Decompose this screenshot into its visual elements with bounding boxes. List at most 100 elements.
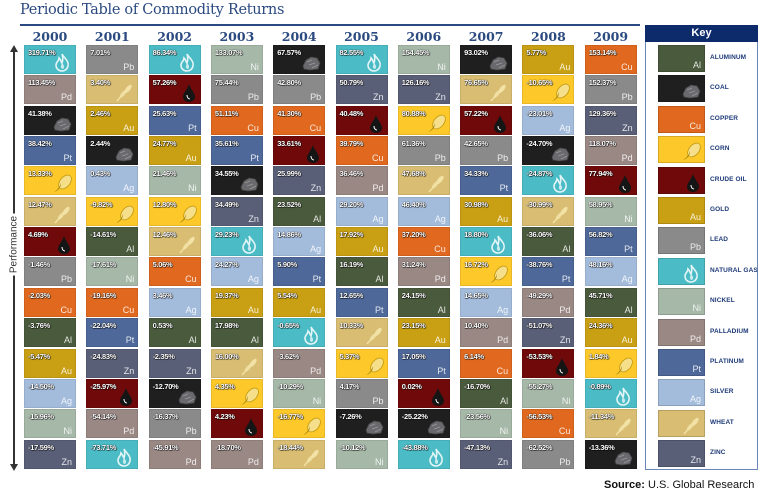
return-value: 3.40%	[90, 78, 111, 88]
element-symbol: Cu	[309, 122, 322, 133]
key-swatch	[658, 166, 705, 194]
element-symbol: Ni	[624, 213, 633, 224]
element-symbol: Au	[559, 62, 571, 72]
return-value: -54.14%	[90, 412, 117, 422]
key-swatch: Ni	[658, 288, 705, 316]
element-symbol: Ag	[434, 213, 446, 224]
return-value: 5.06%	[152, 260, 173, 270]
element-symbol: Pt	[624, 244, 633, 255]
element-symbol: Pt	[250, 153, 259, 164]
return-value: 25.99%	[277, 169, 301, 179]
element-symbol: Zn	[559, 335, 571, 346]
coal-icon	[115, 147, 134, 162]
cell-2009-zinc: Zn 129.36%	[584, 105, 637, 135]
return-value: 17.98%	[214, 321, 239, 331]
wheat-icon	[116, 84, 132, 102]
return-value: 154.45%	[401, 48, 430, 57]
cell-2000-corn: 13.33%	[24, 166, 76, 196]
cell-2005-lead: Pb 4.17%	[335, 378, 388, 408]
cell-2003-nickel: Ni 133.07%	[210, 45, 263, 74]
cell-2002-lead: Pb -16.37%	[148, 409, 201, 439]
cell-2006-zinc: Zn 126.16%	[397, 75, 450, 105]
flame-icon	[684, 264, 698, 283]
element-symbol: Al	[692, 60, 701, 70]
return-value: 35.61%	[214, 139, 239, 149]
cell-2001-zinc: Zn -24.83%	[86, 348, 139, 378]
return-value: 4.69%	[28, 230, 48, 240]
cell-2002-gold: Au 24.77%	[148, 136, 201, 166]
return-value: 75.44%	[214, 78, 239, 88]
cell-2009-lead: Pb 152.37%	[584, 75, 637, 105]
cell-2002-wheat: 12.46%	[148, 227, 201, 257]
cell-2007-aluminum: Al -16.70%	[460, 378, 513, 408]
return-value: 36.46%	[339, 169, 364, 179]
coal-icon	[302, 56, 321, 71]
corn-icon	[427, 114, 446, 132]
return-value: 34.55%	[214, 169, 239, 179]
cell-2001-corn: -9.82%	[86, 196, 139, 226]
key-label: CORN	[710, 145, 730, 153]
flame-icon	[553, 174, 568, 194]
cell-2006-coal: -25.22%	[397, 409, 450, 439]
source-label: Source:	[604, 479, 645, 491]
oil-drop-icon	[120, 387, 133, 406]
cell-2001-wheat: 3.40%	[86, 75, 139, 105]
cell-2002-copper: Cu 5.06%	[148, 257, 201, 287]
key-label: ZINC	[710, 449, 726, 457]
return-value: 25.63%	[152, 108, 177, 118]
return-value: -24.83%	[90, 351, 117, 361]
return-value: 21.46%	[152, 169, 177, 179]
return-value: -7.26%	[339, 412, 362, 422]
element-symbol: Au	[434, 335, 446, 346]
key-item-wheat: WHEAT	[658, 409, 758, 437]
cell-2002-platinum: Pt 25.63%	[148, 105, 201, 135]
return-value: -3.62%	[277, 351, 300, 361]
cell-2009-corn: 1.84%	[584, 348, 637, 378]
element-symbol: Au	[185, 153, 197, 164]
year-header-2003: 2003	[219, 29, 255, 44]
return-value: -3.76%	[28, 321, 50, 331]
return-value: -30.99%	[526, 199, 553, 209]
cell-2000-natural-gas: 319.71%	[24, 45, 76, 74]
key-swatch: Au	[658, 197, 705, 224]
coal-icon	[178, 390, 197, 405]
cell-2007-wheat: 76.65%	[460, 75, 513, 105]
oil-drop-icon	[307, 145, 320, 164]
oil-drop-icon	[687, 173, 699, 192]
wheat-icon	[615, 418, 631, 436]
element-symbol: Cu	[434, 244, 446, 255]
element-symbol: Pb	[559, 456, 571, 467]
return-value: -17.59%	[28, 442, 54, 452]
return-value: 14.86%	[277, 230, 301, 240]
key-label: WHEAT	[710, 418, 734, 426]
cell-2000-aluminum: Al -3.76%	[24, 318, 76, 348]
coal-icon	[365, 420, 383, 435]
return-value: 23.15%	[401, 321, 426, 331]
element-symbol: Pd	[372, 183, 384, 194]
return-value: 0.43%	[90, 169, 111, 179]
cell-2000-palladium: Pd 113.45%	[24, 75, 76, 105]
wheat-icon	[303, 449, 319, 467]
return-value: -15.96%	[28, 412, 54, 422]
coal-icon	[489, 56, 508, 71]
return-value: 12.80%	[152, 199, 177, 209]
return-value: -0.65%	[277, 321, 300, 331]
return-value: 37.20%	[401, 230, 426, 240]
year-header-2002: 2002	[157, 29, 192, 44]
cell-2007-crude-oil: 57.22%	[460, 105, 513, 135]
oil-drop-icon	[618, 175, 631, 194]
cell-2003-aluminum: Al 17.98%	[210, 318, 263, 348]
return-value: 39.79%	[339, 139, 364, 149]
year-header-2001: 2001	[94, 29, 130, 44]
return-value: 42.65%	[464, 139, 488, 149]
cell-2000-wheat: 12.47%	[24, 196, 76, 226]
element-symbol: Zn	[622, 122, 633, 133]
return-value: 34.49%	[214, 199, 239, 209]
element-symbol: Pb	[372, 395, 384, 406]
element-symbol: Cu	[371, 153, 384, 164]
return-value: -22.04%	[90, 321, 117, 331]
return-value: -2.35%	[152, 351, 175, 361]
element-symbol: Zn	[497, 456, 509, 467]
element-symbol: Al	[500, 395, 509, 406]
key-swatch: Pt	[658, 349, 705, 376]
